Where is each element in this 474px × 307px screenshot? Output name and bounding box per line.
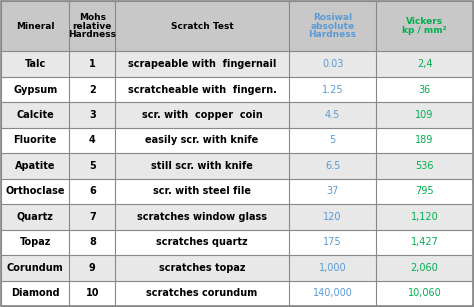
Text: Talc: Talc [25, 59, 46, 69]
Text: relative: relative [73, 22, 112, 31]
Text: Topaz: Topaz [19, 237, 51, 247]
Text: 2,4: 2,4 [417, 59, 432, 69]
Text: 5: 5 [329, 135, 336, 146]
Text: 6.5: 6.5 [325, 161, 340, 171]
Text: Orthoclase: Orthoclase [6, 186, 65, 196]
Text: 10,060: 10,060 [408, 288, 441, 298]
Text: 2: 2 [89, 84, 96, 95]
Bar [1, 230, 473, 255]
Text: Scratch Test: Scratch Test [171, 22, 234, 31]
Text: 0.03: 0.03 [322, 59, 343, 69]
Text: scr. with steel file: scr. with steel file [153, 186, 251, 196]
Text: still scr. with knife: still scr. with knife [151, 161, 253, 171]
Text: Hardness: Hardness [309, 30, 356, 39]
Text: 9: 9 [89, 263, 96, 273]
Text: 1.25: 1.25 [322, 84, 343, 95]
Text: 4.5: 4.5 [325, 110, 340, 120]
Text: scratches topaz: scratches topaz [159, 263, 246, 273]
Text: 795: 795 [415, 186, 434, 196]
Text: 37: 37 [327, 186, 339, 196]
Bar [1, 153, 473, 179]
Bar [1, 179, 473, 204]
Text: scratches quartz: scratches quartz [156, 237, 248, 247]
Text: Rosiwal: Rosiwal [313, 13, 352, 22]
Bar [1, 77, 473, 102]
Text: kp / mm²: kp / mm² [402, 26, 447, 35]
Text: 140,000: 140,000 [313, 288, 353, 298]
Text: scratches corundum: scratches corundum [146, 288, 258, 298]
Text: Fluorite: Fluorite [14, 135, 57, 146]
Text: Hardness: Hardness [68, 30, 116, 39]
Text: 36: 36 [419, 84, 431, 95]
Text: 175: 175 [323, 237, 342, 247]
Text: Vickers: Vickers [406, 17, 443, 26]
Text: easily scr. with knife: easily scr. with knife [146, 135, 259, 146]
Text: Gypsum: Gypsum [13, 84, 57, 95]
Text: Quartz: Quartz [17, 212, 54, 222]
Text: 3: 3 [89, 110, 96, 120]
Bar [1, 102, 473, 128]
Bar [1, 255, 473, 281]
Text: Corundum: Corundum [7, 263, 64, 273]
Text: Mohs: Mohs [79, 13, 106, 22]
Text: absolute: absolute [310, 22, 355, 31]
Text: Mineral: Mineral [16, 22, 55, 31]
Text: 1: 1 [89, 59, 96, 69]
Bar [1, 204, 473, 230]
Text: Diamond: Diamond [11, 288, 60, 298]
Bar [1, 128, 473, 153]
Text: scratcheable with  fingern.: scratcheable with fingern. [128, 84, 276, 95]
Text: 5: 5 [89, 161, 96, 171]
Text: 10: 10 [86, 288, 99, 298]
Text: 1,427: 1,427 [410, 237, 438, 247]
Text: 7: 7 [89, 212, 96, 222]
Text: scratches window glass: scratches window glass [137, 212, 267, 222]
Text: scrapeable with  fingernail: scrapeable with fingernail [128, 59, 276, 69]
Text: 120: 120 [323, 212, 342, 222]
Text: Calcite: Calcite [16, 110, 54, 120]
Text: 1,000: 1,000 [319, 263, 346, 273]
Bar [1, 281, 473, 306]
Text: 1,120: 1,120 [411, 212, 438, 222]
Text: 189: 189 [415, 135, 434, 146]
Text: 2,060: 2,060 [411, 263, 438, 273]
Text: 536: 536 [415, 161, 434, 171]
Text: scr. with  copper  coin: scr. with copper coin [142, 110, 263, 120]
Text: Apatite: Apatite [15, 161, 55, 171]
Bar [1, 51, 473, 77]
Bar [1, 1, 473, 51]
Text: 109: 109 [415, 110, 434, 120]
Text: 4: 4 [89, 135, 96, 146]
Text: 6: 6 [89, 186, 96, 196]
Text: 8: 8 [89, 237, 96, 247]
